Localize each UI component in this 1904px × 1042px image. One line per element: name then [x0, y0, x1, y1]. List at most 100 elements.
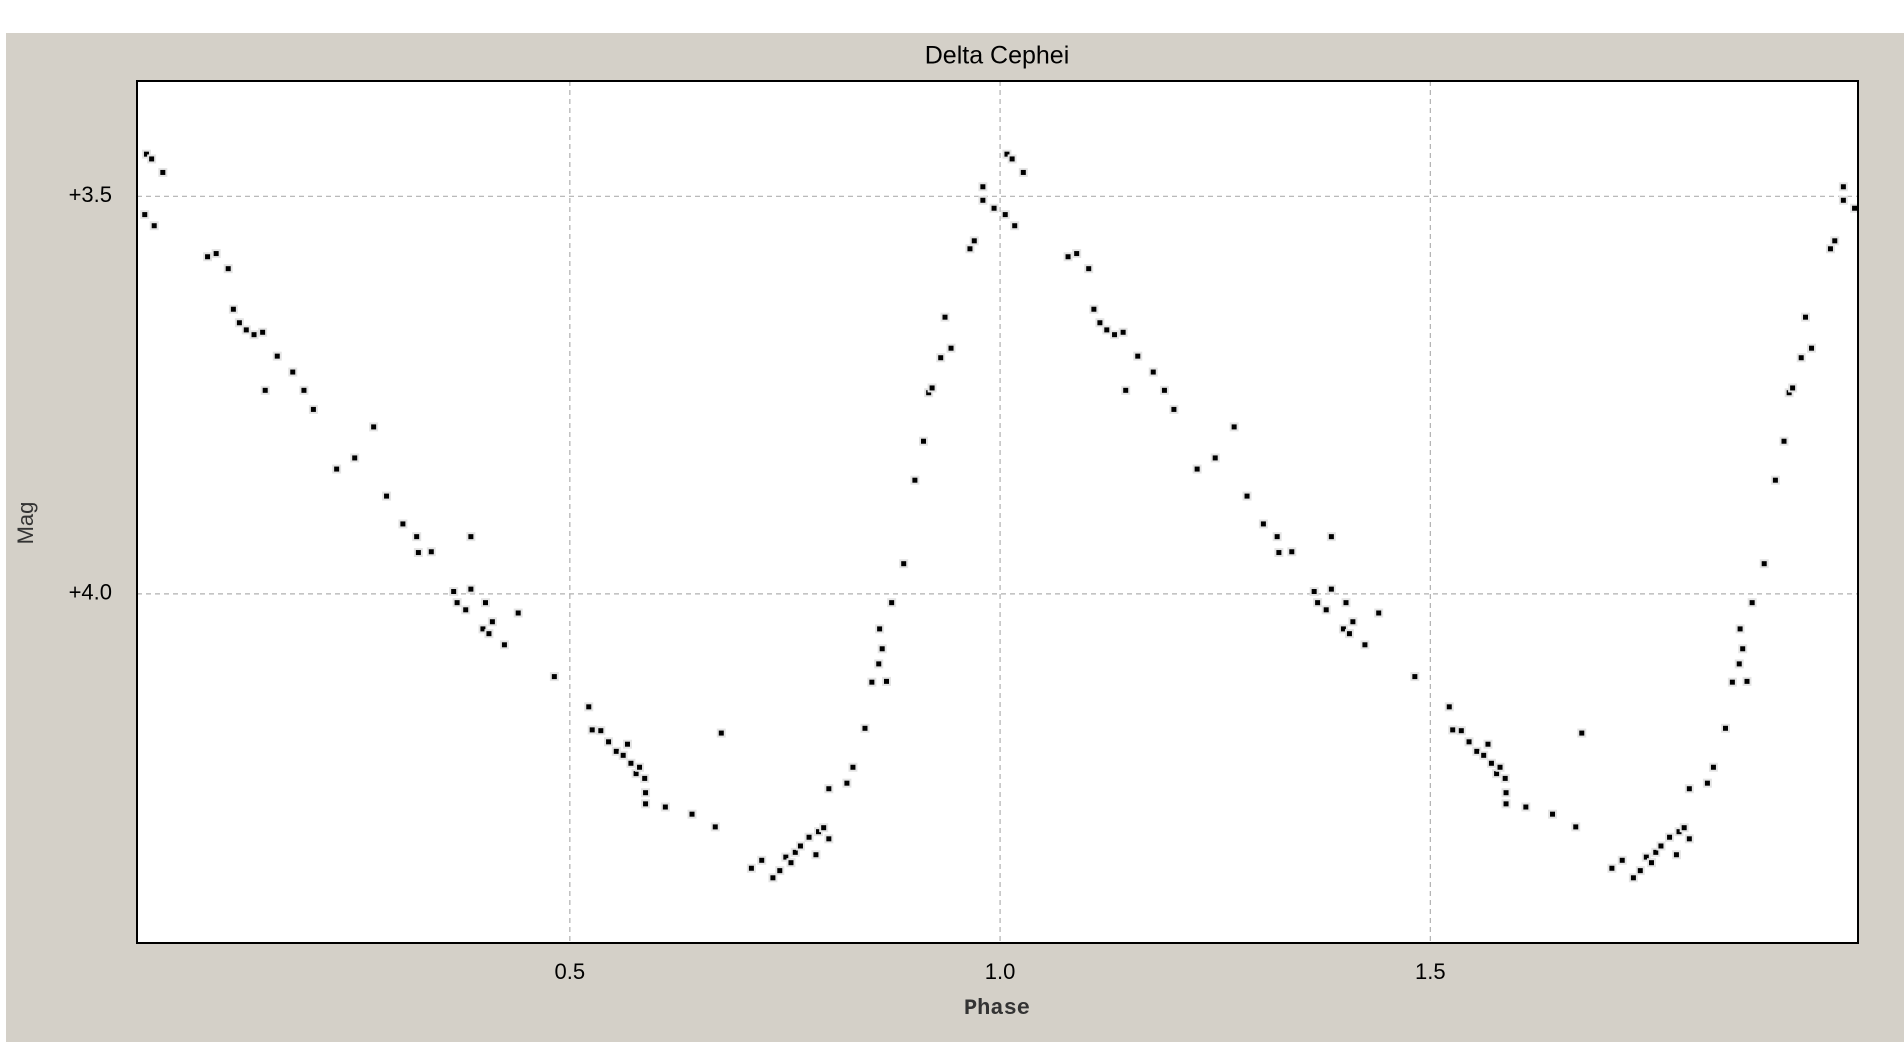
data-point — [1651, 847, 1661, 857]
data-point — [350, 453, 360, 463]
data-point — [452, 598, 462, 608]
data-point — [1521, 802, 1531, 812]
data-point — [1501, 788, 1511, 798]
data-point — [874, 659, 884, 669]
data-point — [1646, 858, 1656, 868]
data-point — [860, 723, 870, 733]
data-point — [1464, 737, 1474, 747]
data-point — [1002, 149, 1012, 159]
data-point — [1410, 672, 1420, 682]
data-point — [1679, 823, 1689, 833]
data-point — [1348, 617, 1358, 627]
data-point — [1838, 182, 1848, 192]
data-point — [660, 802, 670, 812]
plot-frame — [136, 80, 1859, 944]
data-point — [1169, 404, 1179, 414]
data-point — [1807, 343, 1817, 353]
data-point — [775, 866, 785, 876]
data-point — [1341, 598, 1351, 608]
data-point — [1159, 385, 1169, 395]
data-point — [1483, 739, 1493, 749]
data-point — [910, 475, 920, 485]
data-point — [824, 784, 834, 794]
data-point — [158, 167, 168, 177]
data-point — [899, 559, 909, 569]
data-point — [781, 852, 791, 862]
data-point — [1495, 762, 1505, 772]
data-point — [228, 304, 238, 314]
data-point — [1577, 728, 1587, 738]
data-point — [587, 725, 597, 735]
data-point — [940, 312, 950, 322]
data-point — [308, 404, 318, 414]
data-point — [1708, 762, 1718, 772]
data-point — [604, 737, 614, 747]
data-point — [1617, 855, 1627, 865]
data-point — [241, 325, 251, 335]
data-point — [426, 547, 436, 557]
data-point — [1272, 532, 1282, 542]
data-point — [1796, 353, 1806, 363]
data-point — [1747, 598, 1757, 608]
data-point — [398, 519, 408, 529]
data-point — [141, 149, 151, 159]
data-point — [969, 236, 979, 246]
data-point — [466, 532, 476, 542]
data-point — [1656, 841, 1666, 851]
data-point — [804, 832, 814, 842]
data-point — [1635, 866, 1645, 876]
data-point — [978, 195, 988, 205]
data-point — [848, 762, 858, 772]
data-point — [1779, 436, 1789, 446]
data-point — [1448, 725, 1458, 735]
data-point — [1084, 264, 1094, 274]
data-point — [716, 728, 726, 738]
data-point — [596, 726, 606, 736]
data-point — [1456, 726, 1466, 736]
data-point — [1628, 873, 1638, 883]
data-point — [875, 624, 885, 634]
data-point — [478, 624, 488, 634]
data-point — [1500, 773, 1510, 783]
data-point — [1338, 624, 1348, 634]
data-point — [867, 677, 877, 687]
data-point — [811, 850, 821, 860]
data-point — [1229, 422, 1239, 432]
data-point — [1102, 325, 1112, 335]
data-point — [223, 264, 233, 274]
data-point — [887, 598, 897, 608]
data-point — [140, 210, 150, 220]
data-point — [918, 436, 928, 446]
data-point — [989, 203, 999, 213]
data-point — [1326, 532, 1336, 542]
data-point — [936, 353, 946, 363]
data-point — [1727, 677, 1737, 687]
data-point — [549, 672, 559, 682]
data-point — [1095, 318, 1105, 328]
data-point — [1010, 221, 1020, 231]
data-point — [618, 750, 628, 760]
data-point — [1838, 195, 1848, 205]
data-point — [412, 532, 422, 542]
data-point — [413, 548, 423, 558]
data-point — [881, 676, 891, 686]
x-tick-label: 1.0 — [985, 959, 1016, 984]
data-point — [946, 343, 956, 353]
data-point — [258, 327, 268, 337]
chart-title: Delta Cephei — [925, 42, 1070, 70]
data-point — [1801, 312, 1811, 322]
data-point — [1313, 598, 1323, 608]
data-point — [484, 629, 494, 639]
data-point — [260, 385, 270, 395]
data-point — [622, 739, 632, 749]
data-point — [382, 491, 392, 501]
data-point — [1089, 304, 1099, 314]
data-point — [1770, 475, 1780, 485]
data-point — [1665, 832, 1675, 842]
data-point — [1684, 834, 1694, 844]
data-point — [149, 221, 159, 231]
data-point — [626, 758, 636, 768]
data-point — [1007, 154, 1017, 164]
data-point — [1742, 676, 1752, 686]
